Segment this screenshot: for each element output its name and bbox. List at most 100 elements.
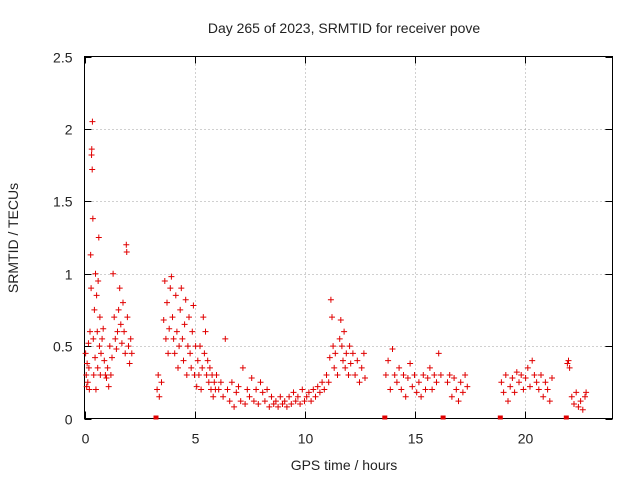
data-point <box>522 374 529 381</box>
data-point <box>453 386 460 393</box>
x-tick-labels: 0 5 10 15 20 <box>82 431 534 447</box>
data-point <box>507 383 514 390</box>
data-point <box>275 403 282 410</box>
data-point <box>286 393 293 400</box>
data-point <box>179 335 186 342</box>
data-point <box>244 386 251 393</box>
data-point <box>290 389 297 396</box>
data-point <box>546 398 553 405</box>
data-point <box>172 292 179 299</box>
data-point <box>340 357 346 364</box>
data-points <box>82 118 590 413</box>
grid-lines <box>84 56 613 419</box>
data-point <box>199 364 206 371</box>
data-point <box>128 350 135 357</box>
data-point <box>246 393 253 400</box>
data-point <box>110 270 117 277</box>
data-point <box>360 350 367 357</box>
data-point <box>190 302 197 309</box>
data-point <box>111 314 118 321</box>
data-point <box>189 328 196 335</box>
data-point <box>100 325 107 332</box>
data-point <box>323 372 330 379</box>
y-tick-label: 0.5 <box>53 339 73 355</box>
data-point <box>329 314 335 321</box>
data-point <box>459 389 466 396</box>
data-point <box>96 343 103 350</box>
data-point <box>239 364 246 371</box>
data-point <box>176 343 183 350</box>
data-point <box>426 364 433 371</box>
y-tick-label: 2 <box>65 122 73 138</box>
x-tick-label: 5 <box>192 431 200 447</box>
data-point <box>516 379 522 386</box>
data-point <box>91 306 98 313</box>
data-point <box>242 401 249 408</box>
data-point <box>409 383 416 390</box>
data-point <box>404 374 411 381</box>
data-point <box>332 350 339 357</box>
data-point <box>197 343 203 350</box>
data-point <box>264 386 271 393</box>
x-axis-label: GPS time / hours <box>291 457 398 473</box>
data-point <box>464 383 471 390</box>
data-point <box>345 372 352 379</box>
data-point <box>213 372 220 379</box>
data-point <box>511 389 518 396</box>
data-point <box>533 379 540 386</box>
data-point <box>126 360 133 367</box>
x-tick-label: 0 <box>82 431 90 447</box>
gap-marker <box>382 415 388 420</box>
data-point <box>524 364 531 371</box>
data-point <box>535 386 542 393</box>
data-point <box>393 379 400 386</box>
data-point <box>422 386 429 393</box>
data-point <box>186 314 192 321</box>
data-point <box>105 383 112 390</box>
data-point <box>575 403 582 410</box>
data-point <box>268 393 275 400</box>
data-point <box>385 357 392 364</box>
x-tick-label: 20 <box>518 431 534 447</box>
data-point <box>162 335 169 342</box>
data-point <box>297 401 304 408</box>
data-point <box>389 345 396 352</box>
data-point <box>122 350 129 357</box>
data-point <box>84 360 91 367</box>
data-point <box>101 357 108 364</box>
data-point <box>180 357 187 364</box>
data-point <box>114 328 121 335</box>
gap-marker <box>563 415 569 420</box>
data-point <box>433 379 440 386</box>
data-point <box>124 314 131 321</box>
data-point <box>462 372 469 379</box>
data-point <box>120 299 126 306</box>
data-point <box>330 343 337 350</box>
data-point <box>183 372 190 379</box>
data-point <box>205 379 212 386</box>
data-point <box>398 386 405 393</box>
data-point <box>549 374 555 381</box>
data-point <box>455 398 462 405</box>
y-tick-label: 0 <box>65 412 73 428</box>
data-point <box>502 372 509 379</box>
data-point <box>358 364 365 371</box>
data-point <box>175 364 181 371</box>
data-point <box>451 374 458 381</box>
data-point <box>228 379 235 386</box>
data-point <box>583 389 590 396</box>
data-point <box>314 383 321 390</box>
data-point <box>424 374 431 381</box>
data-point <box>177 306 184 313</box>
data-point <box>198 386 205 393</box>
data-point <box>88 151 95 158</box>
data-point <box>201 350 208 357</box>
data-point <box>194 357 201 364</box>
data-point <box>154 386 161 393</box>
data-point <box>498 379 505 386</box>
data-point <box>89 166 96 173</box>
data-point <box>193 383 200 390</box>
data-point <box>281 398 288 405</box>
data-point <box>217 379 224 386</box>
